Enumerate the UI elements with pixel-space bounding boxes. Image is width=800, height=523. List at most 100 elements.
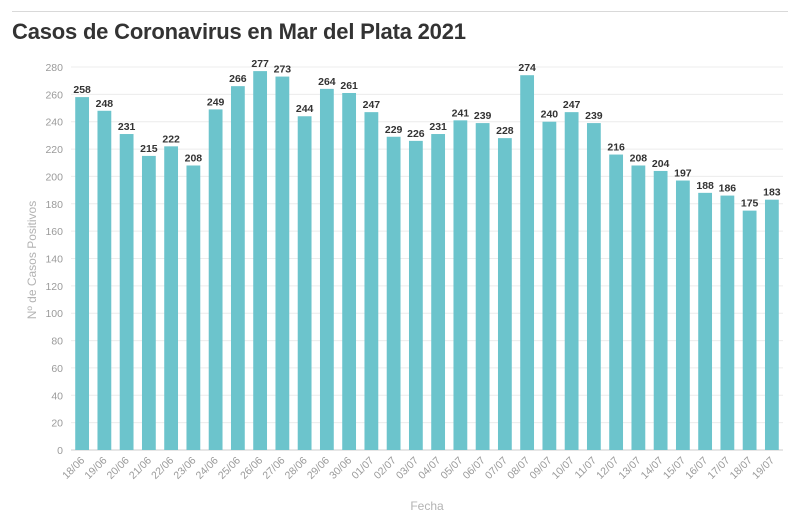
bar[interactable] (75, 97, 90, 450)
bar[interactable] (141, 155, 156, 451)
y-tick-label: 280 (45, 62, 63, 74)
bar[interactable] (631, 165, 646, 450)
x-tick-label: 05/07 (438, 455, 465, 482)
bar[interactable] (386, 136, 401, 450)
data-label: 186 (719, 183, 737, 195)
x-axis-title: Fecha (410, 499, 444, 513)
bar[interactable] (431, 134, 446, 450)
y-tick-label: 80 (51, 336, 63, 348)
data-label: 264 (318, 76, 336, 88)
data-label: 258 (73, 84, 91, 96)
data-label: 241 (452, 107, 470, 119)
x-tick-label: 08/07 (505, 455, 532, 482)
y-tick-label: 240 (45, 117, 63, 129)
x-tick-label: 01/07 (349, 455, 376, 482)
x-tick-label: 29/06 (305, 455, 332, 482)
data-label: 226 (407, 128, 425, 140)
bar[interactable] (119, 134, 134, 450)
y-tick-label: 20 (51, 418, 63, 430)
data-label: 222 (162, 133, 180, 145)
y-tick-label: 0 (57, 445, 63, 457)
y-tick-label: 260 (45, 89, 63, 101)
data-label: 208 (630, 152, 648, 164)
data-label: 274 (518, 62, 536, 74)
bar[interactable] (720, 195, 735, 450)
bar[interactable] (542, 121, 557, 450)
x-tick-label: 23/06 (171, 455, 198, 482)
bar[interactable] (453, 120, 468, 450)
bar[interactable] (164, 146, 179, 451)
chart-title: Casos de Coronavirus en Mar del Plata 20… (12, 19, 466, 44)
bar[interactable] (586, 123, 601, 450)
bar[interactable] (564, 112, 579, 450)
x-tick-label: 19/06 (82, 455, 109, 482)
bar[interactable] (97, 110, 112, 451)
data-label: 208 (185, 152, 203, 164)
data-label: 273 (274, 64, 292, 76)
data-label: 228 (496, 125, 514, 137)
x-tick-label: 03/07 (394, 455, 421, 482)
data-label: 231 (429, 121, 447, 133)
top-divider (12, 11, 788, 12)
bar[interactable] (497, 138, 512, 450)
data-label: 247 (563, 99, 581, 111)
bar[interactable] (609, 154, 624, 451)
y-tick-label: 160 (45, 226, 63, 238)
x-tick-label: 15/07 (661, 455, 688, 482)
bars (75, 71, 779, 451)
x-tick-label: 12/07 (594, 455, 621, 482)
x-tick-label: 19/07 (750, 455, 777, 482)
bar[interactable] (364, 112, 379, 450)
data-label: 204 (652, 158, 670, 170)
data-label: 247 (363, 99, 381, 111)
bar[interactable] (342, 92, 357, 450)
y-axis-title: Nº de Casos Positivos (25, 201, 39, 319)
bar[interactable] (764, 199, 779, 450)
x-tick-label: 14/07 (639, 455, 666, 482)
x-tick-label: 20/06 (105, 455, 132, 482)
y-axis-ticks: 0 20 40 60 80 100 120 140 160 180 200 220 240 260 280 (45, 62, 63, 457)
x-tick-label: 27/06 (260, 455, 287, 482)
data-label: 244 (296, 103, 314, 115)
data-labels: 258 248 231 215 222 208 249 266 277 273 244 264 261 2… (73, 58, 780, 210)
bar[interactable] (698, 192, 713, 451)
bar[interactable] (742, 210, 757, 450)
x-tick-label: 28/06 (283, 455, 310, 482)
data-label: 175 (741, 198, 759, 210)
data-label: 229 (385, 124, 403, 136)
x-tick-label: 18/07 (728, 455, 755, 482)
y-tick-label: 220 (45, 144, 63, 156)
x-tick-label: 18/06 (60, 455, 87, 482)
x-tick-label: 07/07 (483, 455, 510, 482)
x-tick-label: 06/07 (461, 455, 488, 482)
y-tick-label: 40 (51, 390, 63, 402)
bar[interactable] (297, 116, 312, 450)
y-tick-label: 140 (45, 254, 63, 266)
x-tick-label: 24/06 (194, 455, 221, 482)
bar[interactable] (230, 86, 245, 451)
bar[interactable] (475, 123, 490, 450)
data-label: 240 (541, 109, 559, 121)
bar[interactable] (408, 140, 423, 450)
x-tick-label: 09/07 (527, 455, 554, 482)
data-label: 266 (229, 73, 247, 85)
bar[interactable] (520, 75, 535, 450)
bar[interactable] (675, 180, 690, 450)
data-label: 277 (251, 58, 269, 70)
bar[interactable] (319, 88, 334, 450)
y-tick-label: 100 (45, 308, 63, 320)
data-label: 248 (96, 98, 114, 110)
y-tick-label: 200 (45, 171, 63, 183)
data-label: 183 (763, 187, 781, 199)
bar[interactable] (253, 71, 268, 450)
x-tick-label: 02/07 (372, 455, 399, 482)
data-label: 249 (207, 96, 225, 108)
y-tick-label: 120 (45, 281, 63, 293)
x-tick-label: 17/07 (705, 455, 732, 482)
bar[interactable] (186, 165, 201, 450)
bar[interactable] (208, 109, 223, 451)
bar[interactable] (275, 76, 290, 450)
y-tick-label: 60 (51, 363, 63, 375)
bar[interactable] (653, 170, 668, 450)
